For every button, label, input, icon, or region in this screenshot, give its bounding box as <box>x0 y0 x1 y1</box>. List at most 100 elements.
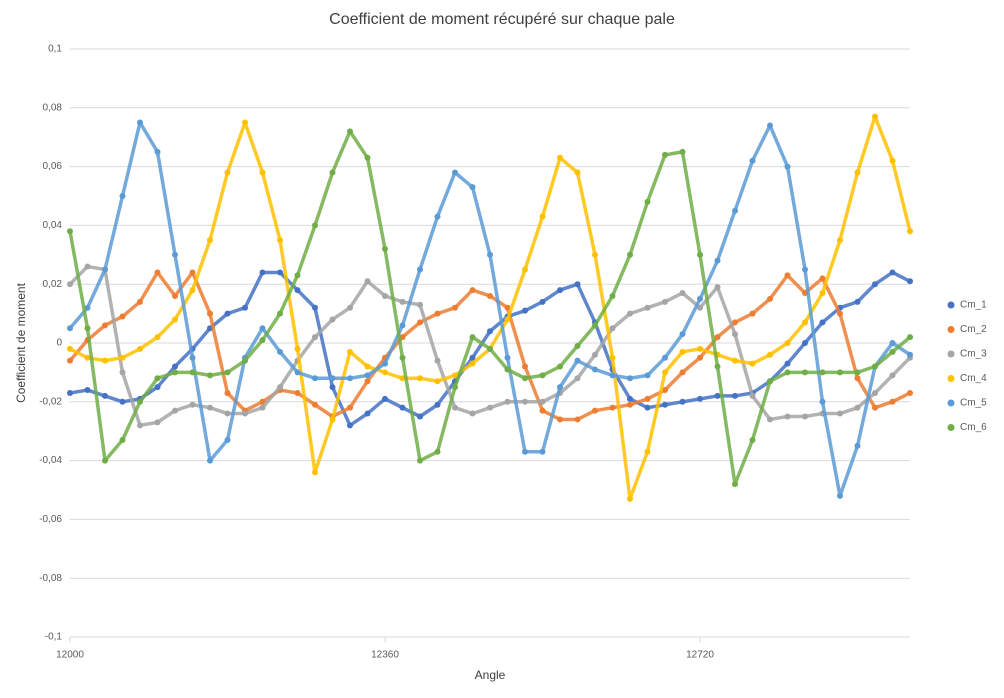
data-point <box>154 384 161 391</box>
data-point <box>732 357 738 364</box>
y-tick-label: -0,06 <box>39 514 62 525</box>
data-point <box>592 407 598 414</box>
data-point <box>784 413 791 420</box>
data-point <box>312 304 318 311</box>
data-point <box>487 292 493 299</box>
data-point <box>907 334 913 341</box>
data-point <box>784 340 791 346</box>
data-point <box>784 369 791 376</box>
data-point <box>679 398 686 405</box>
data-point <box>732 481 738 488</box>
data-point <box>627 375 633 382</box>
data-point <box>242 304 248 311</box>
data-point <box>224 169 231 176</box>
y-tick-label: 0,1 <box>48 44 62 55</box>
x-axis-title: Angle <box>475 668 506 682</box>
data-point <box>312 222 318 229</box>
data-point <box>242 119 248 126</box>
data-point <box>84 354 91 361</box>
data-point <box>224 410 231 417</box>
data-point <box>767 122 773 129</box>
data-point <box>907 278 913 285</box>
data-point <box>557 287 563 294</box>
data-point <box>172 407 178 414</box>
data-point <box>644 304 651 311</box>
data-point <box>644 198 651 205</box>
data-point <box>67 325 73 332</box>
data-point <box>469 334 476 341</box>
data-point <box>137 398 143 405</box>
data-point <box>119 437 126 444</box>
y-tick-label: 0,08 <box>43 102 63 113</box>
data-point <box>889 340 896 346</box>
data-point <box>347 348 353 355</box>
data-point <box>644 448 651 455</box>
data-point <box>802 340 808 346</box>
data-point <box>224 389 231 396</box>
data-point <box>119 369 126 376</box>
data-point <box>102 266 108 273</box>
data-point <box>294 272 301 279</box>
legend-marker <box>947 399 955 407</box>
data-point <box>609 325 616 332</box>
data-point <box>679 369 686 376</box>
data-point <box>679 331 686 338</box>
chart-title: Coefficient de moment récupéré sur chaqu… <box>329 11 675 28</box>
data-point <box>469 410 476 417</box>
data-point <box>592 322 598 329</box>
data-point <box>312 469 318 476</box>
legend-label: Cm_1 <box>960 300 987 311</box>
data-point <box>154 334 161 341</box>
data-point <box>889 157 896 164</box>
x-tick-label: 12000 <box>56 650 84 661</box>
data-point <box>172 316 178 323</box>
data-point <box>312 401 318 408</box>
data-point <box>819 290 826 297</box>
data-point <box>662 369 668 376</box>
data-point <box>697 395 703 402</box>
legend-label: Cm_4 <box>960 373 987 384</box>
data-point <box>854 298 861 305</box>
data-point <box>504 398 511 405</box>
data-point <box>417 301 423 308</box>
data-point <box>837 310 843 317</box>
data-point <box>154 148 161 155</box>
data-point <box>504 354 511 361</box>
data-point <box>732 392 738 399</box>
legend-marker <box>947 301 955 309</box>
data-point <box>119 398 126 405</box>
data-point <box>224 369 231 376</box>
y-tick-label: 0,06 <box>43 161 63 172</box>
data-point <box>802 369 808 376</box>
data-point <box>67 357 73 364</box>
data-point <box>889 398 896 405</box>
data-point <box>487 404 493 411</box>
data-point <box>382 395 388 402</box>
data-point <box>417 319 423 326</box>
data-point <box>207 372 213 379</box>
data-point <box>784 272 791 279</box>
data-point <box>312 334 318 341</box>
y-tick-label: -0,04 <box>39 455 62 466</box>
data-point <box>172 363 178 370</box>
data-point <box>872 113 878 120</box>
data-point <box>207 404 213 411</box>
data-point <box>837 410 843 417</box>
data-point <box>312 375 318 382</box>
legend-marker <box>947 424 955 431</box>
data-point <box>364 363 371 370</box>
data-point <box>119 313 126 320</box>
data-point <box>487 328 493 335</box>
data-point <box>277 269 283 276</box>
data-point <box>434 310 441 317</box>
data-point <box>382 360 388 367</box>
legend-label: Cm_3 <box>960 349 987 360</box>
data-point <box>644 372 651 379</box>
data-point <box>154 269 161 276</box>
data-point <box>854 442 861 449</box>
data-point <box>749 360 756 367</box>
data-point <box>364 278 371 285</box>
data-point <box>434 378 441 385</box>
data-point <box>819 275 826 282</box>
data-point <box>452 404 458 411</box>
